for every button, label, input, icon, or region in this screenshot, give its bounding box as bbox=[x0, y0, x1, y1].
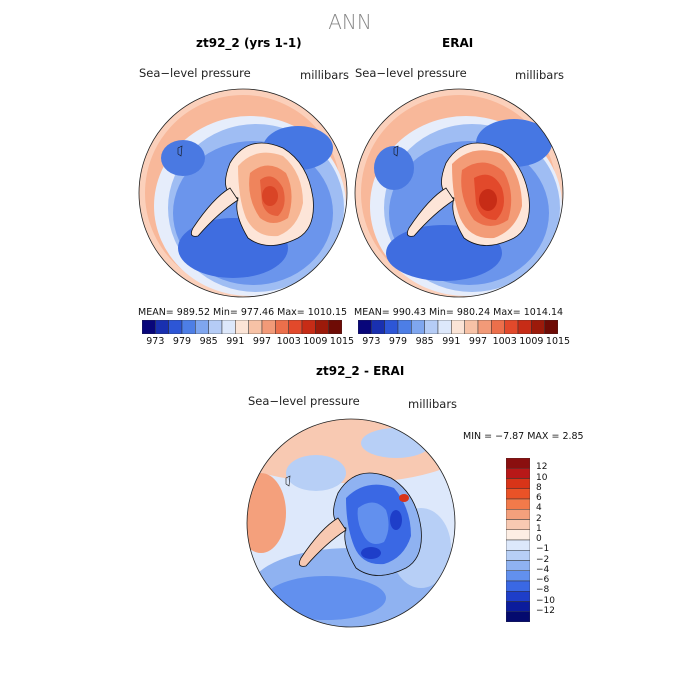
panel-2-variable: Sea−level pressure bbox=[355, 66, 467, 80]
colorbar-swatch bbox=[504, 320, 519, 334]
panel-3-units: millibars bbox=[408, 397, 458, 411]
colorbar-swatch bbox=[371, 320, 385, 334]
colorbar-swatch bbox=[142, 320, 156, 334]
colorbar-tick-label: 973 bbox=[146, 336, 165, 347]
colorbar-tick-label: −2 bbox=[536, 554, 550, 565]
panel-1-variable: Sea−level pressure bbox=[139, 66, 251, 80]
colorbar-swatch bbox=[155, 320, 169, 334]
panel-2-title: ERAI bbox=[442, 36, 474, 50]
colorbar-tick-label: 1009 bbox=[303, 336, 328, 347]
colorbar-swatch bbox=[477, 320, 492, 334]
panel-3-colorbar bbox=[506, 458, 530, 622]
colorbar-swatch bbox=[384, 320, 399, 334]
panel-3-stats: MIN = −7.87 MAX = 2.85 bbox=[463, 431, 584, 442]
colorbar-tick-label: 991 bbox=[226, 336, 245, 347]
colorbar-swatch bbox=[261, 320, 276, 334]
colorbar-swatch bbox=[544, 320, 558, 334]
colorbar-tick-label: −12 bbox=[536, 605, 555, 616]
colorbar-tick-label: 1009 bbox=[519, 336, 544, 347]
colorbar-swatch bbox=[517, 320, 532, 334]
colorbar-tick-label: 985 bbox=[199, 336, 218, 347]
colorbar-swatch bbox=[506, 498, 530, 510]
colorbar-swatch bbox=[506, 509, 530, 520]
colorbar-tick-label: 4 bbox=[536, 503, 542, 514]
colorbar-tick-label: 1003 bbox=[276, 336, 301, 347]
colorbar-swatch bbox=[506, 580, 530, 592]
colorbar-swatch bbox=[506, 539, 530, 551]
colorbar-swatch bbox=[464, 320, 479, 334]
colorbar-swatch bbox=[358, 320, 372, 334]
colorbar-tick-label: 10 bbox=[536, 472, 548, 483]
colorbar-swatch bbox=[168, 320, 183, 334]
colorbar-swatch bbox=[451, 320, 465, 334]
colorbar-swatch bbox=[506, 458, 530, 469]
colorbar-swatch bbox=[437, 320, 452, 334]
colorbar-tick-label: 6 bbox=[536, 493, 542, 503]
colorbar-swatch bbox=[506, 550, 530, 561]
colorbar-tick-label: 12 bbox=[536, 462, 548, 473]
colorbar-swatch bbox=[506, 478, 530, 489]
colorbar-tick-label: 8 bbox=[536, 482, 542, 493]
colorbar-swatch bbox=[328, 320, 342, 334]
colorbar-swatch bbox=[506, 468, 530, 479]
panel-1-colorbar bbox=[142, 320, 342, 334]
main-title: ANN bbox=[328, 10, 372, 34]
colorbar-tick-label: 979 bbox=[172, 336, 192, 347]
colorbar-swatch bbox=[424, 320, 439, 334]
colorbar-tick-label: 1003 bbox=[492, 336, 517, 347]
colorbar-tick-label: 1 bbox=[536, 523, 542, 534]
colorbar-swatch bbox=[208, 320, 223, 334]
panel-2-colorbar bbox=[358, 320, 558, 334]
colorbar-swatch bbox=[491, 320, 505, 334]
colorbar-tick-label: 991 bbox=[442, 336, 461, 347]
colorbar-swatch bbox=[506, 529, 530, 541]
colorbar-tick-label: 1015 bbox=[329, 336, 355, 347]
colorbar-swatch bbox=[397, 320, 412, 334]
colorbar-tick-label: 973 bbox=[362, 336, 381, 347]
colorbar-swatch bbox=[506, 611, 530, 622]
colorbar-tick-label: −10 bbox=[536, 595, 555, 606]
panel-1-map bbox=[138, 88, 348, 298]
colorbar-tick-label: −1 bbox=[536, 544, 550, 555]
panel-1-title: zt92_2 (yrs 1-1) bbox=[196, 36, 302, 50]
colorbar-swatch bbox=[411, 320, 425, 334]
colorbar-tick-label: −6 bbox=[536, 575, 550, 585]
colorbar-tick-label: 1015 bbox=[545, 336, 571, 347]
colorbar-tick-label: −4 bbox=[536, 564, 550, 575]
panel-1-units: millibars bbox=[300, 68, 350, 82]
panel-3-map bbox=[246, 418, 456, 628]
colorbar-swatch bbox=[506, 570, 530, 582]
panel-3-variable: Sea−level pressure bbox=[248, 394, 360, 408]
panel-3-title: zt92_2 - ERAI bbox=[316, 364, 405, 378]
panel-1-stats: MEAN= 989.52 Min= 977.46 Max= 1010.15 bbox=[138, 307, 348, 318]
colorbar-swatch bbox=[221, 320, 236, 334]
colorbar-swatch bbox=[288, 320, 303, 334]
colorbar-tick-label: 985 bbox=[415, 336, 434, 347]
colorbar-swatch bbox=[248, 320, 263, 334]
colorbar-tick-label: 997 bbox=[468, 336, 488, 347]
colorbar-swatch bbox=[531, 320, 545, 334]
panel-2-map bbox=[354, 88, 564, 298]
colorbar-swatch bbox=[195, 320, 209, 334]
colorbar-swatch bbox=[275, 320, 289, 334]
colorbar-swatch bbox=[315, 320, 329, 334]
colorbar-swatch bbox=[506, 488, 530, 500]
panel-2-stats: MEAN= 990.43 Min= 980.24 Max= 1014.14 bbox=[354, 307, 564, 318]
colorbar-swatch bbox=[301, 320, 316, 334]
colorbar-swatch bbox=[506, 519, 530, 530]
colorbar-tick-label: 0 bbox=[536, 534, 542, 544]
colorbar-tick-label: −8 bbox=[536, 585, 550, 596]
colorbar-swatch bbox=[506, 560, 530, 571]
colorbar-swatch bbox=[506, 591, 530, 602]
colorbar-tick-label: 979 bbox=[388, 336, 408, 347]
panel-2-units: millibars bbox=[515, 68, 565, 82]
colorbar-tick-label: 997 bbox=[252, 336, 272, 347]
colorbar-swatch bbox=[235, 320, 249, 334]
colorbar-swatch bbox=[181, 320, 196, 334]
colorbar-swatch bbox=[506, 601, 530, 612]
colorbar-tick-label: 2 bbox=[536, 513, 542, 524]
